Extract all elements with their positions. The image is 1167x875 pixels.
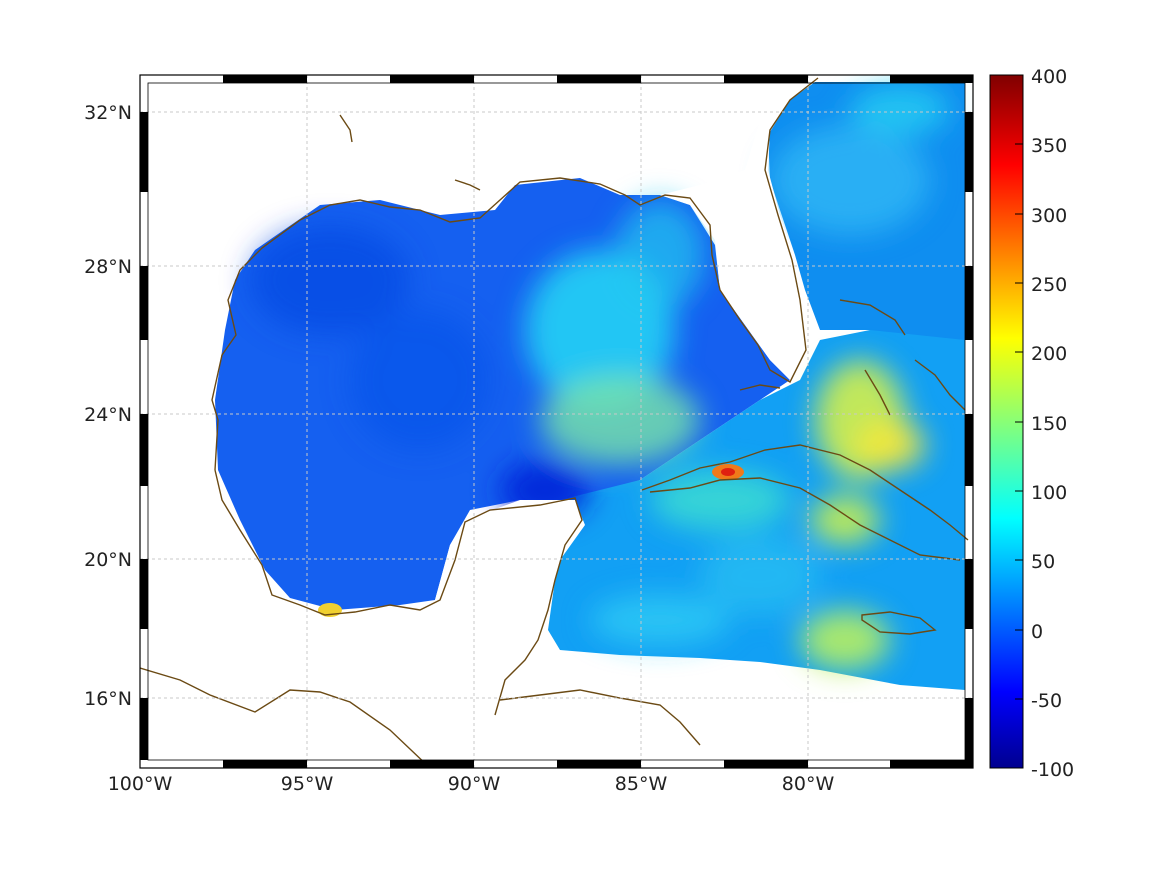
lat-label: 20°N [84,549,132,571]
land-central-america [140,670,430,768]
lon-label: 100°W [108,773,173,795]
colorbar: 400 350 300 250 200 150 100 50 0 -50 -10… [989,66,1074,781]
land-honduras [440,690,700,768]
lon-label: 90°W [448,773,501,795]
map-frame [139,74,974,769]
lat-label: 16°N [84,688,132,710]
lat-label: 32°N [84,102,132,124]
lon-label: 95°W [281,773,334,795]
colorbar-tick-label: 300 [1031,205,1067,227]
lon-label: 85°W [615,773,668,795]
colorbar-tick-label: 50 [1031,551,1055,573]
latitude-labels: 32°N 28°N 24°N 20°N 16°N [84,102,132,710]
colorbar-tick-label: 150 [1031,413,1067,435]
colorbar-tick-label: 250 [1031,274,1067,296]
colorbar-tick-label: 100 [1031,482,1067,504]
lat-label: 24°N [84,404,132,426]
lat-label: 28°N [84,256,132,278]
map-plot-area [140,75,973,768]
land-yucatan [430,500,585,690]
colorbar-tick-label: 200 [1031,343,1067,365]
land-florida [660,90,805,380]
graticule [140,75,973,768]
colorbar-tick-label: -50 [1031,690,1062,712]
colorbar-tick-label: 400 [1031,66,1067,88]
colorbar-tick-label: 350 [1031,135,1067,157]
colorbar-tick-label: 0 [1031,621,1043,643]
longitude-labels: 100°W 95°W 90°W 85°W 80°W [108,773,835,795]
lon-label: 80°W [782,773,835,795]
colorbar-tick-label: -100 [1031,759,1074,781]
